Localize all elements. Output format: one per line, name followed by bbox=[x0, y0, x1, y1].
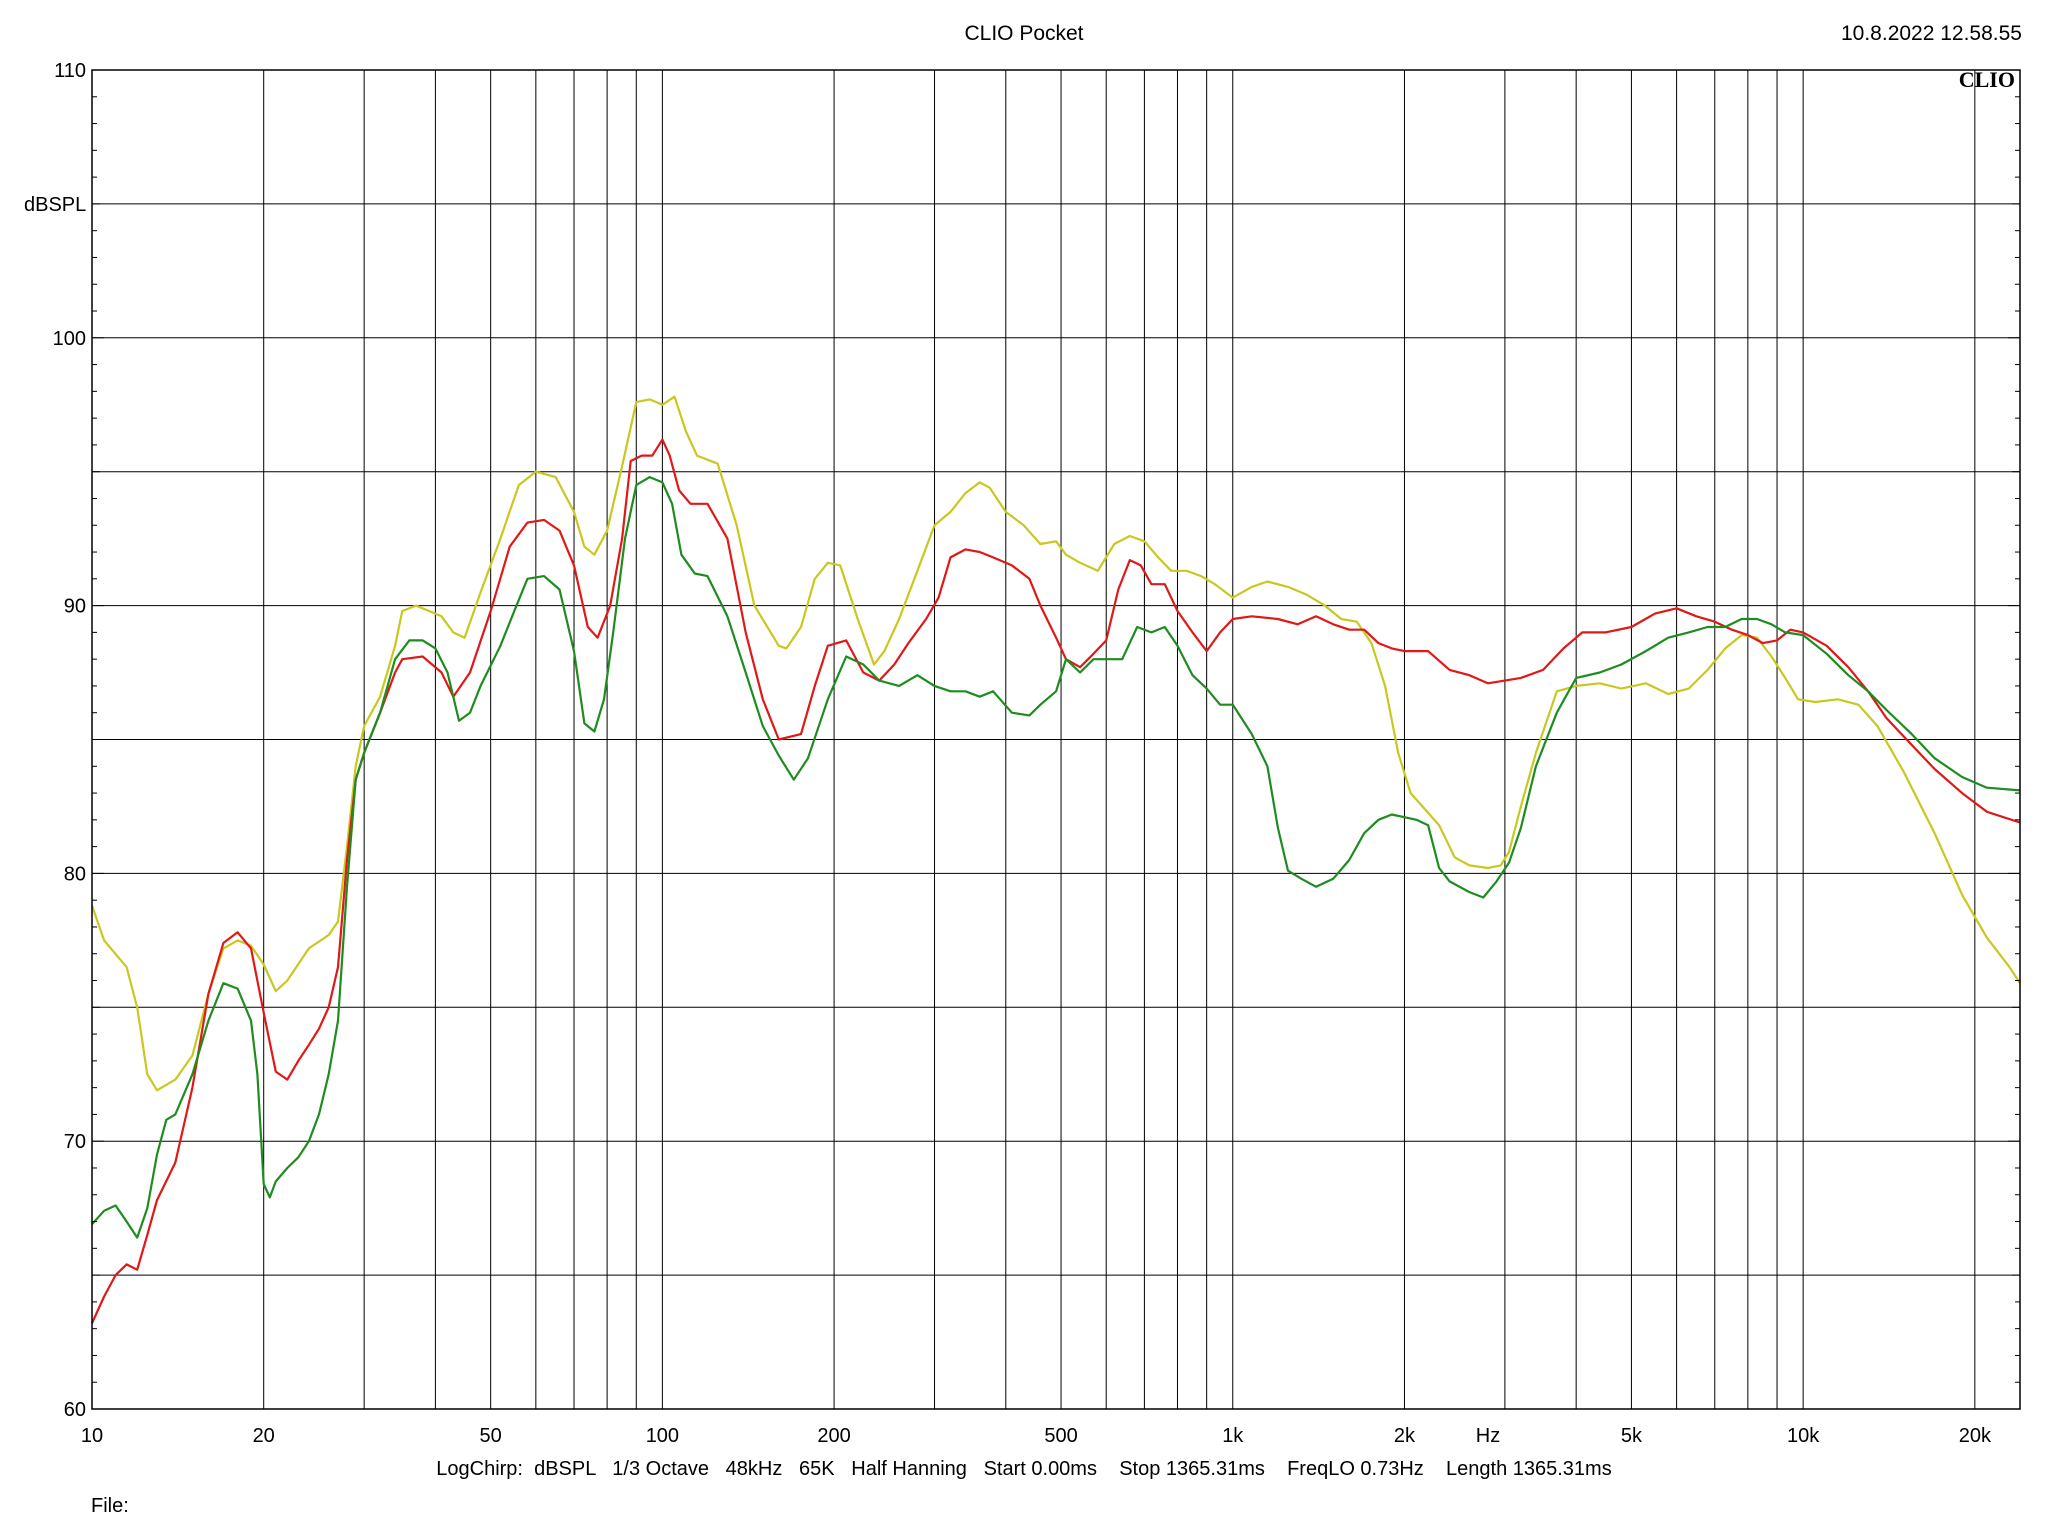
x-tick-label: 1k bbox=[1222, 1425, 1244, 1447]
x-tick-label: 500 bbox=[1044, 1425, 1077, 1447]
y-tick-label: 60 bbox=[64, 1399, 86, 1421]
x-axis-label: Hz bbox=[1476, 1425, 1500, 1447]
clio-logo: CLIO bbox=[1959, 67, 2015, 92]
x-tick-label: 5k bbox=[1621, 1425, 1643, 1447]
x-tick-label: 20k bbox=[1959, 1425, 1992, 1447]
timestamp: 10.8.2022 12.58.55 bbox=[1840, 22, 2022, 45]
series-line-3 bbox=[91, 476, 2021, 1239]
y-tick-label: 90 bbox=[64, 596, 86, 618]
x-tick-label: 10k bbox=[1787, 1425, 1820, 1447]
y-tick-label: 100 bbox=[53, 328, 86, 350]
chart-title: CLIO Pocket bbox=[964, 22, 1084, 45]
x-tick-label: 200 bbox=[817, 1425, 850, 1447]
series-line-1 bbox=[90, 395, 2021, 1092]
series-line-2 bbox=[90, 438, 2021, 1324]
series-lines bbox=[90, 395, 2021, 1324]
y-axis-label: dBSPL bbox=[24, 194, 86, 216]
grid bbox=[92, 70, 2020, 1409]
x-tick-label: 100 bbox=[646, 1425, 679, 1447]
x-tick-label: 10 bbox=[81, 1425, 103, 1447]
x-tick-label: 20 bbox=[253, 1425, 275, 1447]
x-axis-ticks: 10 20 50 100 200 500 1k 2k 5k 10k 20k bbox=[81, 1425, 1992, 1447]
y-tick-label: 110 bbox=[54, 60, 86, 82]
x-tick-label: 2k bbox=[1394, 1425, 1416, 1447]
y-tick-label: 80 bbox=[64, 863, 86, 885]
y-tick-label: 70 bbox=[64, 1131, 86, 1153]
measurement-settings: LogChirp: dBSPL 1/3 Octave 48kHz 65K Hal… bbox=[436, 1458, 1612, 1480]
y-axis-ticks: 60 70 80 90 100 110 bbox=[53, 60, 2020, 1421]
file-label: File: bbox=[91, 1495, 129, 1517]
x-tick-label: 50 bbox=[480, 1425, 502, 1447]
